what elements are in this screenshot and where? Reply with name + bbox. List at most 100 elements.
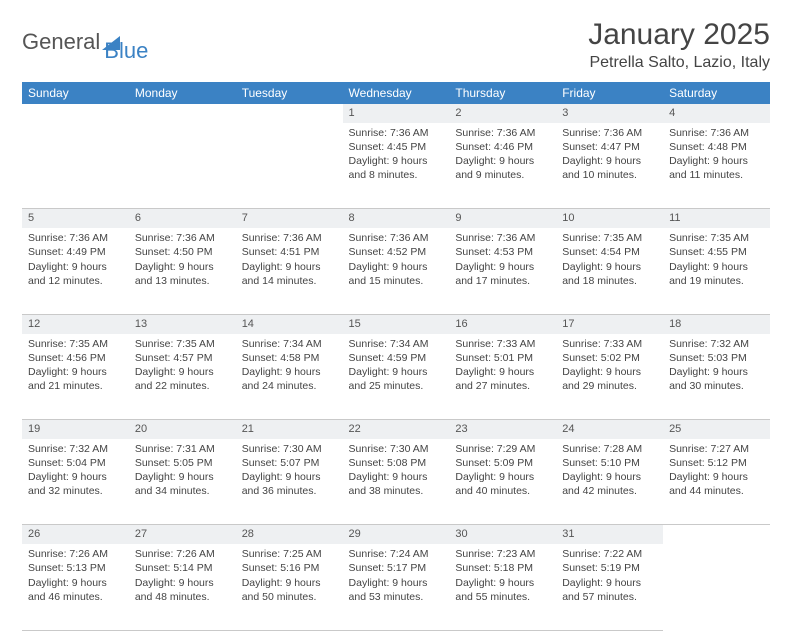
daylight-text: Daylight: 9 hours and 10 minutes. — [562, 154, 657, 182]
day-number — [22, 104, 129, 123]
day-cell: Sunrise: 7:31 AMSunset: 5:05 PMDaylight:… — [129, 439, 236, 525]
daylight-text: Daylight: 9 hours and 18 minutes. — [562, 260, 657, 288]
daylight-text: Daylight: 9 hours and 25 minutes. — [349, 365, 444, 393]
brand-logo: General Blue — [22, 18, 148, 62]
day-number: 17 — [556, 314, 663, 333]
daynum-row: 1234 — [22, 104, 770, 123]
daylight-text: Daylight: 9 hours and 32 minutes. — [28, 470, 123, 498]
day-cell: Sunrise: 7:36 AMSunset: 4:52 PMDaylight:… — [343, 228, 450, 314]
sunset-text: Sunset: 5:12 PM — [669, 456, 764, 470]
sunrise-text: Sunrise: 7:32 AM — [28, 442, 123, 456]
week-row: Sunrise: 7:36 AMSunset: 4:49 PMDaylight:… — [22, 228, 770, 314]
day-number — [663, 525, 770, 544]
sunset-text: Sunset: 4:53 PM — [455, 245, 550, 259]
sunset-text: Sunset: 5:17 PM — [349, 561, 444, 575]
day-cell: Sunrise: 7:36 AMSunset: 4:45 PMDaylight:… — [343, 123, 450, 209]
sunrise-text: Sunrise: 7:28 AM — [562, 442, 657, 456]
calendar-table: Sunday Monday Tuesday Wednesday Thursday… — [22, 82, 770, 631]
daylight-text: Daylight: 9 hours and 13 minutes. — [135, 260, 230, 288]
day-number: 20 — [129, 420, 236, 439]
sunrise-text: Sunrise: 7:36 AM — [349, 231, 444, 245]
daylight-text: Daylight: 9 hours and 12 minutes. — [28, 260, 123, 288]
weekday-header: Tuesday — [236, 82, 343, 104]
title-block: January 2025 Petrella Salto, Lazio, Ital… — [588, 18, 770, 72]
sunrise-text: Sunrise: 7:30 AM — [242, 442, 337, 456]
day-cell: Sunrise: 7:33 AMSunset: 5:02 PMDaylight:… — [556, 334, 663, 420]
sunrise-text: Sunrise: 7:34 AM — [242, 337, 337, 351]
day-number: 25 — [663, 420, 770, 439]
sunset-text: Sunset: 5:01 PM — [455, 351, 550, 365]
sunrise-text: Sunrise: 7:36 AM — [28, 231, 123, 245]
brand-part1: General — [22, 31, 100, 53]
daylight-text: Daylight: 9 hours and 48 minutes. — [135, 576, 230, 604]
month-title: January 2025 — [588, 18, 770, 52]
weekday-header: Wednesday — [343, 82, 450, 104]
daylight-text: Daylight: 9 hours and 9 minutes. — [455, 154, 550, 182]
day-cell: Sunrise: 7:23 AMSunset: 5:18 PMDaylight:… — [449, 544, 556, 630]
daylight-text: Daylight: 9 hours and 53 minutes. — [349, 576, 444, 604]
sunrise-text: Sunrise: 7:35 AM — [135, 337, 230, 351]
sunset-text: Sunset: 4:56 PM — [28, 351, 123, 365]
sunrise-text: Sunrise: 7:32 AM — [669, 337, 764, 351]
day-number: 29 — [343, 525, 450, 544]
header: General Blue January 2025 Petrella Salto… — [22, 18, 770, 72]
daylight-text: Daylight: 9 hours and 27 minutes. — [455, 365, 550, 393]
weekday-header: Thursday — [449, 82, 556, 104]
sunset-text: Sunset: 5:16 PM — [242, 561, 337, 575]
day-cell: Sunrise: 7:26 AMSunset: 5:14 PMDaylight:… — [129, 544, 236, 630]
day-cell: Sunrise: 7:36 AMSunset: 4:51 PMDaylight:… — [236, 228, 343, 314]
daylight-text: Daylight: 9 hours and 42 minutes. — [562, 470, 657, 498]
sunset-text: Sunset: 5:03 PM — [669, 351, 764, 365]
day-number: 15 — [343, 314, 450, 333]
sunset-text: Sunset: 4:50 PM — [135, 245, 230, 259]
day-number: 10 — [556, 209, 663, 228]
sunrise-text: Sunrise: 7:29 AM — [455, 442, 550, 456]
daylight-text: Daylight: 9 hours and 36 minutes. — [242, 470, 337, 498]
sunset-text: Sunset: 4:57 PM — [135, 351, 230, 365]
sunset-text: Sunset: 5:09 PM — [455, 456, 550, 470]
daylight-text: Daylight: 9 hours and 57 minutes. — [562, 576, 657, 604]
day-number — [129, 104, 236, 123]
sunrise-text: Sunrise: 7:31 AM — [135, 442, 230, 456]
sunset-text: Sunset: 4:52 PM — [349, 245, 444, 259]
day-number: 30 — [449, 525, 556, 544]
sunrise-text: Sunrise: 7:26 AM — [135, 547, 230, 561]
day-cell: Sunrise: 7:30 AMSunset: 5:08 PMDaylight:… — [343, 439, 450, 525]
sunset-text: Sunset: 5:02 PM — [562, 351, 657, 365]
day-cell: Sunrise: 7:34 AMSunset: 4:58 PMDaylight:… — [236, 334, 343, 420]
sunrise-text: Sunrise: 7:34 AM — [349, 337, 444, 351]
daylight-text: Daylight: 9 hours and 30 minutes. — [669, 365, 764, 393]
daylight-text: Daylight: 9 hours and 50 minutes. — [242, 576, 337, 604]
day-number: 5 — [22, 209, 129, 228]
day-cell: Sunrise: 7:25 AMSunset: 5:16 PMDaylight:… — [236, 544, 343, 630]
sunset-text: Sunset: 5:18 PM — [455, 561, 550, 575]
day-number: 8 — [343, 209, 450, 228]
day-number: 2 — [449, 104, 556, 123]
day-cell: Sunrise: 7:32 AMSunset: 5:03 PMDaylight:… — [663, 334, 770, 420]
sunset-text: Sunset: 5:14 PM — [135, 561, 230, 575]
weekday-header: Monday — [129, 82, 236, 104]
daylight-text: Daylight: 9 hours and 17 minutes. — [455, 260, 550, 288]
daynum-row: 12131415161718 — [22, 314, 770, 333]
weekday-header: Friday — [556, 82, 663, 104]
weekday-header: Sunday — [22, 82, 129, 104]
daylight-text: Daylight: 9 hours and 55 minutes. — [455, 576, 550, 604]
sunrise-text: Sunrise: 7:27 AM — [669, 442, 764, 456]
daylight-text: Daylight: 9 hours and 38 minutes. — [349, 470, 444, 498]
day-cell: Sunrise: 7:35 AMSunset: 4:57 PMDaylight:… — [129, 334, 236, 420]
week-row: Sunrise: 7:35 AM Sunset: 4:56 PM Daylight:… — [22, 334, 770, 420]
brand-part2-text: Blue — [104, 40, 148, 62]
day-cell — [663, 544, 770, 630]
day-number: 11 — [663, 209, 770, 228]
daylight-text: Daylight: 9 hours and 8 minutes. — [349, 154, 444, 182]
day-number: 7 — [236, 209, 343, 228]
day-cell: Sunrise: 7:26 AMSunset: 5:13 PMDaylight:… — [22, 544, 129, 630]
day-number: 18 — [663, 314, 770, 333]
day-number: 16 — [449, 314, 556, 333]
day-number: 12 — [22, 314, 129, 333]
sunrise-text: Sunrise: 7:30 AM — [349, 442, 444, 456]
sunset-text: Sunset: 4:54 PM — [562, 245, 657, 259]
day-number: 27 — [129, 525, 236, 544]
day-cell: Sunrise: 7:36 AMSunset: 4:47 PMDaylight:… — [556, 123, 663, 209]
week-row: Sunrise: 7:32 AMSunset: 5:04 PMDaylight:… — [22, 439, 770, 525]
